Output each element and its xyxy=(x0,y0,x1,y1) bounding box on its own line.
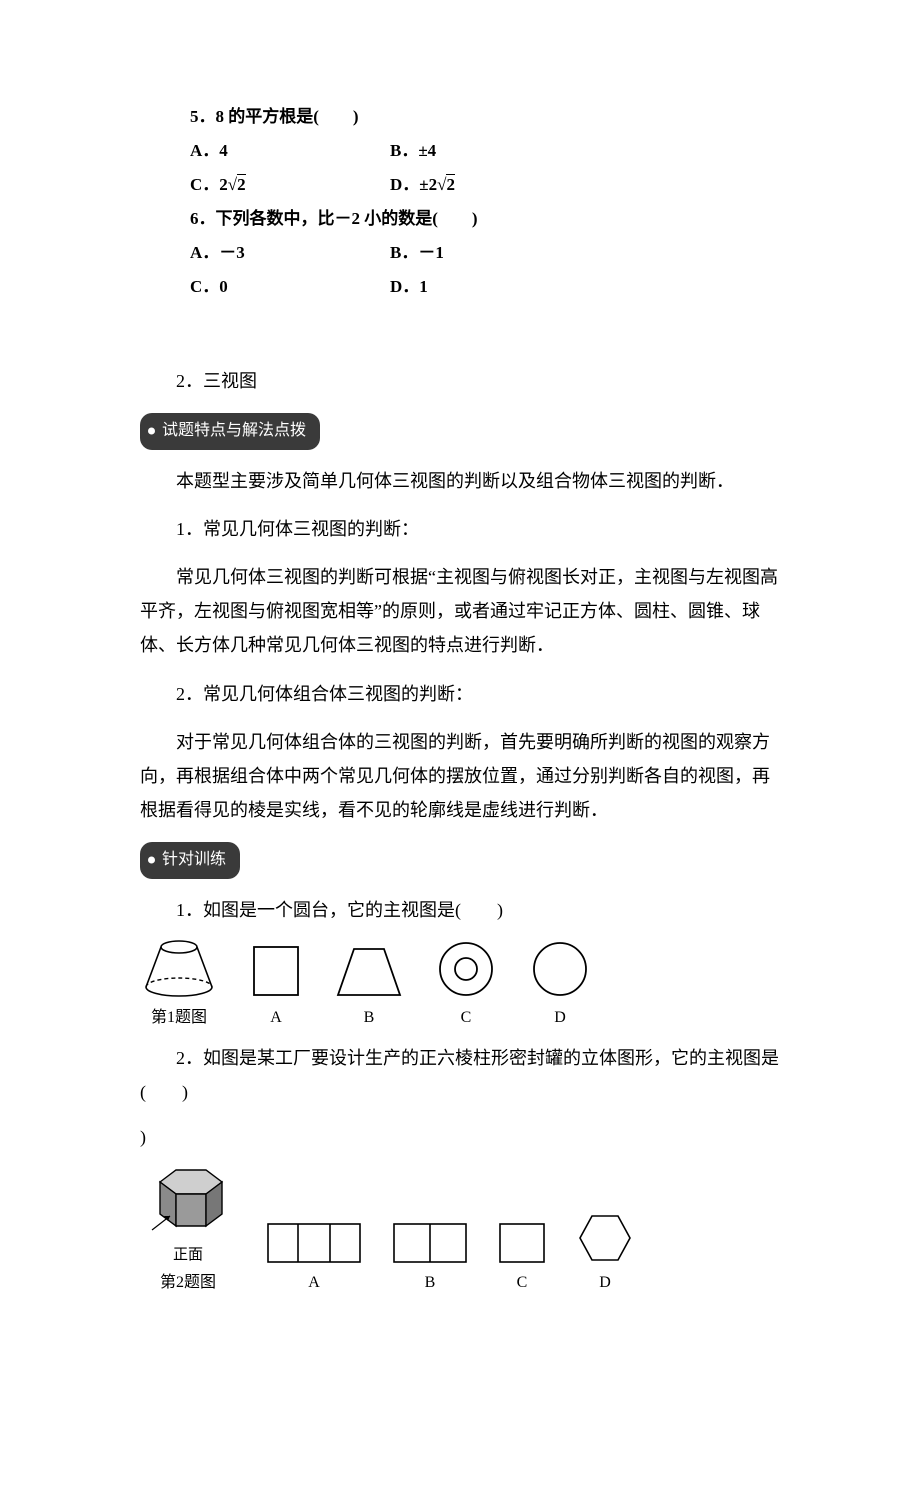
p1-fig-label: 第1题图 xyxy=(151,1003,207,1033)
rectangle-icon xyxy=(248,943,304,999)
p2-opt-d: D xyxy=(576,1212,634,1298)
hex-prism-icon xyxy=(140,1164,236,1242)
q6-opt-d: D．1 xyxy=(390,270,428,304)
p2-close-paren: ) xyxy=(140,1120,780,1154)
q5-stem: 5．8 的平方根是( ) xyxy=(190,100,780,134)
intro-para: 本题型主要涉及简单几何体三视图的判断以及组合物体三视图的判断． xyxy=(140,464,780,498)
p2-opt-a-label: A xyxy=(308,1268,320,1298)
p1-opt-c-label: C xyxy=(461,1003,472,1033)
badge-practice: 针对训练 xyxy=(140,842,240,878)
one-rect-icon xyxy=(498,1222,546,1264)
p2-opt-b-label: B xyxy=(425,1268,436,1298)
concentric-circles-icon xyxy=(434,939,498,999)
sub2-title: 2．常见几何体组合体三视图的判断： xyxy=(140,677,780,711)
q5-opt-c: C．2√2 xyxy=(190,168,390,202)
p1-opt-b: B xyxy=(334,943,404,1033)
hexagon-icon xyxy=(576,1212,634,1264)
sub2-body: 对于常见几何体组合体的三视图的判断，首先要明确所判断的视图的观察方向，再根据组合… xyxy=(140,725,780,828)
p2-opt-c: C xyxy=(498,1222,546,1298)
p2-opt-b: B xyxy=(392,1222,468,1298)
q5-row2: C．2√2 D．±2√2 xyxy=(190,168,780,202)
p2-opt-d-label: D xyxy=(599,1268,611,1298)
q6-row1: A．－3 B．－1 xyxy=(190,236,780,270)
q6-stem: 6．下列各数中，比－2 小的数是( ) xyxy=(190,202,780,236)
p2-opt-c-label: C xyxy=(517,1268,528,1298)
mc-block: 5．8 的平方根是( ) A．4 B．±4 C．2√2 D．±2√2 6．下列各… xyxy=(140,100,780,304)
q6-opt-b: B．－1 xyxy=(390,236,444,270)
frustum-icon xyxy=(140,937,218,999)
circle-icon xyxy=(528,939,592,999)
p1-opt-b-label: B xyxy=(364,1003,375,1033)
trapezoid-icon xyxy=(334,943,404,999)
p1-fig-main: 第1题图 xyxy=(140,937,218,1033)
three-rect-icon xyxy=(266,1222,362,1264)
q5-opt-d: D．±2√2 xyxy=(390,168,455,202)
sub1-body: 常见几何体三视图的判断可根据“主视图与俯视图长对正，主视图与左视图高平齐，左视图… xyxy=(140,560,780,663)
p1-figures: 第1题图 A B C D xyxy=(140,937,780,1033)
q6-opt-a: A．－3 xyxy=(190,236,390,270)
p2-fig-main: 正面 第2题图 xyxy=(140,1164,236,1298)
p2-stem: 2．如图是某工厂要设计生产的正六棱柱形密封罐的立体图形，它的主视图是( ) xyxy=(140,1041,780,1109)
p2-figures: 正面 第2题图 A B C D xyxy=(140,1164,780,1298)
sub1-title: 1．常见几何体三视图的判断： xyxy=(140,512,780,546)
p1-opt-a: A xyxy=(248,943,304,1033)
two-rect-icon xyxy=(392,1222,468,1264)
p2-opt-a: A xyxy=(266,1222,362,1298)
p1-opt-a-label: A xyxy=(270,1003,282,1033)
q6-row2: C．0 D．1 xyxy=(190,270,780,304)
p1-opt-d-label: D xyxy=(554,1003,566,1033)
p2-fig-label: 第2题图 xyxy=(160,1268,216,1298)
badge-features: 试题特点与解法点拨 xyxy=(140,413,320,449)
q5-opt-a: A．4 xyxy=(190,134,390,168)
p1-stem: 1．如图是一个圆台，它的主视图是( ) xyxy=(140,893,780,927)
p1-opt-c: C xyxy=(434,939,498,1033)
q6-opt-c: C．0 xyxy=(190,270,390,304)
section-title: 2．三视图 xyxy=(140,364,780,398)
q5-row1: A．4 B．±4 xyxy=(190,134,780,168)
p2-front-label: 正面 xyxy=(173,1246,203,1264)
q5-opt-b: B．±4 xyxy=(390,134,436,168)
p1-opt-d: D xyxy=(528,939,592,1033)
